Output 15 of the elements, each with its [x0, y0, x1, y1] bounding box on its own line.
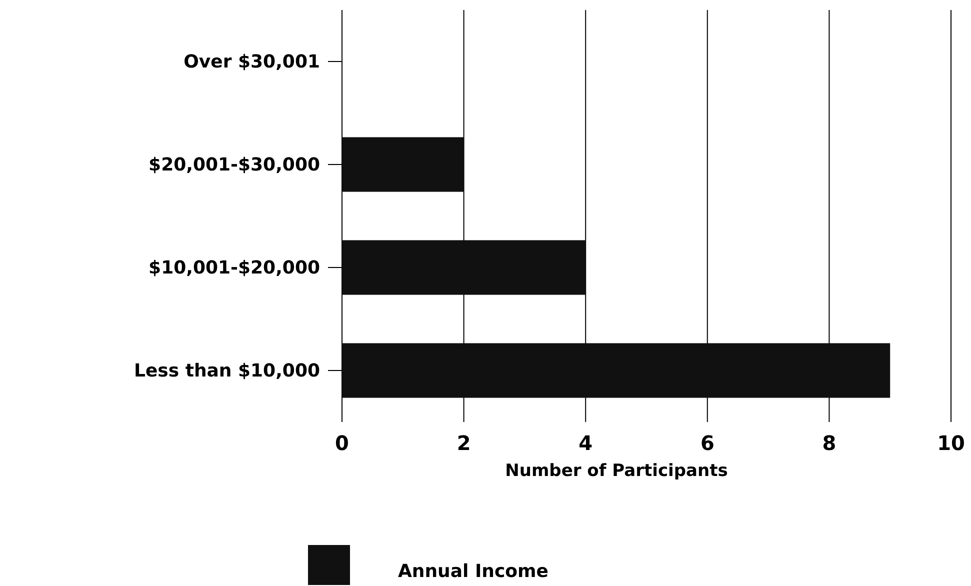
- x-tick-label: 2: [456, 431, 471, 456]
- x-tick-label: 8: [822, 431, 836, 456]
- x-tick-label: 6: [700, 431, 714, 456]
- y-tick-label: Less than $10,000: [134, 360, 320, 382]
- x-axis-title: Number of Participants: [505, 461, 728, 481]
- y-tick-label: Over $30,001: [184, 51, 320, 72]
- text: Annual Income: [398, 561, 548, 582]
- y-tick-label: $20,001-$30,000: [148, 154, 320, 176]
- x-tick-label: 0: [335, 431, 349, 456]
- bar: [342, 137, 464, 192]
- x-tick-label: 10: [937, 431, 965, 456]
- x-tick-label: 4: [578, 431, 593, 456]
- y-tick-label: $10,001-$20,000: [148, 257, 320, 278]
- bar: [342, 343, 890, 398]
- bar: [342, 240, 586, 295]
